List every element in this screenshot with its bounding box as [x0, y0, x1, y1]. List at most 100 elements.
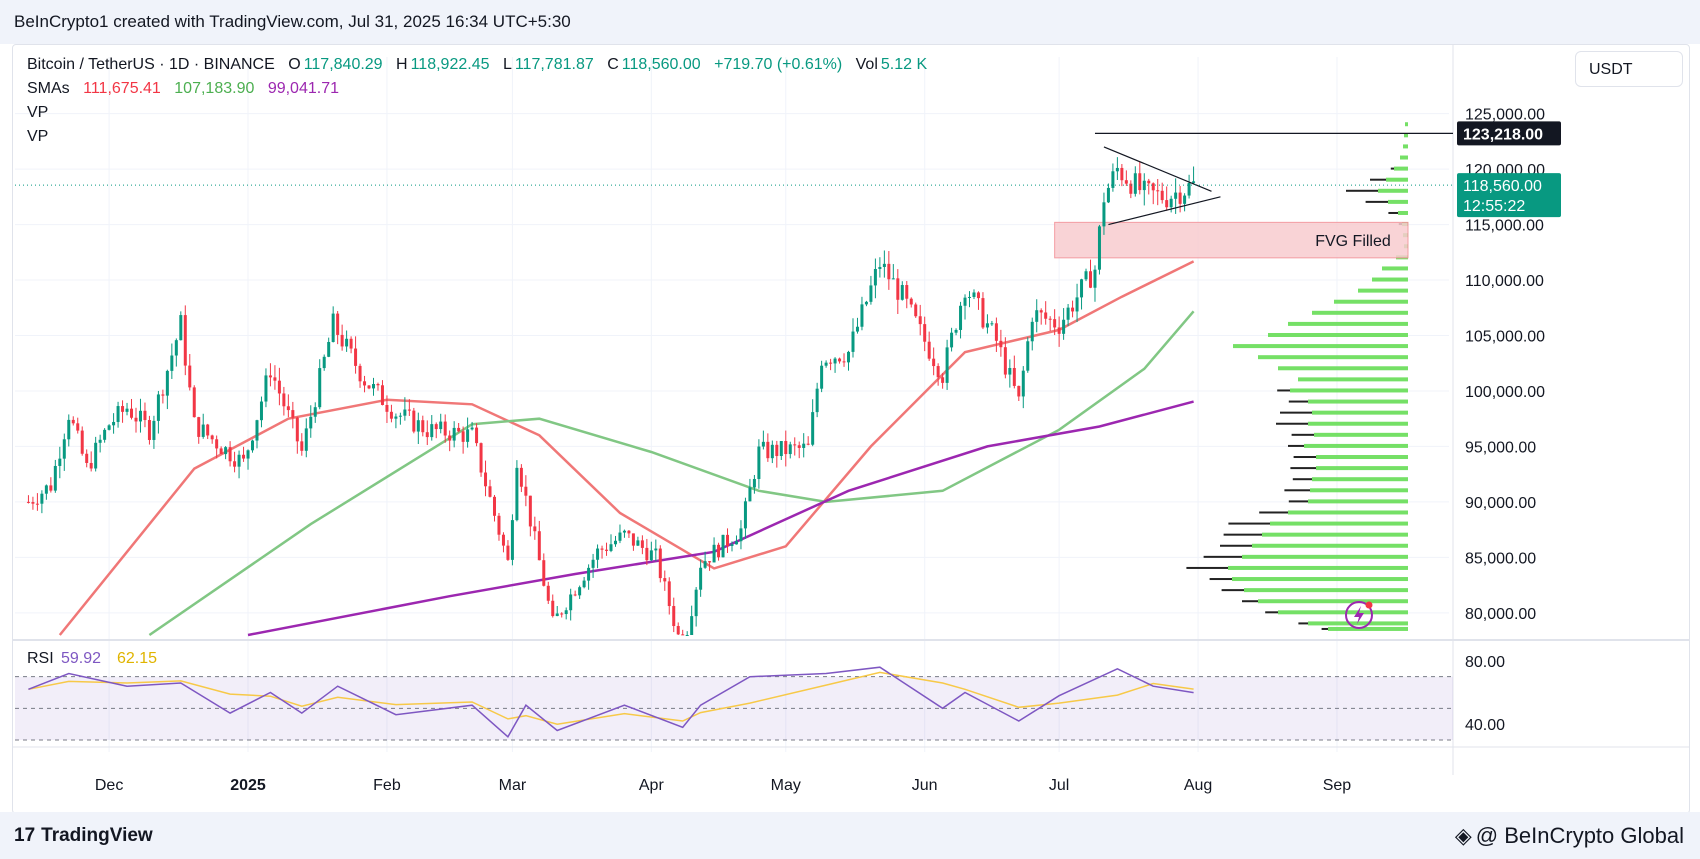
candle-body	[1133, 173, 1137, 194]
candle-body	[950, 332, 954, 348]
candle-body	[1102, 202, 1106, 227]
x-tick-label: May	[771, 777, 801, 794]
candle-body	[31, 502, 35, 504]
volume-profile-bar	[1394, 166, 1408, 171]
volume-profile-sell-bar	[1265, 611, 1278, 614]
candle-body	[1012, 367, 1016, 386]
volume-profile-sell-bar	[1293, 456, 1316, 459]
candle-body	[363, 381, 367, 386]
candle-body	[712, 544, 716, 563]
rsi-band	[15, 676, 1453, 740]
candle-body	[591, 559, 595, 568]
close-label: C	[607, 56, 619, 73]
volume-profile-bar	[1233, 344, 1408, 349]
candle-body	[923, 324, 927, 342]
x-tick-label: 2025	[230, 777, 266, 794]
candle-body	[600, 548, 604, 550]
candle-body	[237, 454, 241, 467]
candle-body	[389, 411, 393, 419]
volume-profile-sell-bar	[1242, 600, 1258, 603]
candle-body	[622, 530, 626, 533]
candle-body	[847, 351, 851, 363]
candle-body	[896, 278, 900, 300]
candle-body	[582, 580, 586, 588]
candle-body	[416, 420, 420, 432]
candle-body	[313, 407, 317, 417]
candle-body	[192, 387, 196, 418]
lightning-icon	[1345, 601, 1373, 629]
candle-body	[40, 493, 44, 504]
candle-body	[407, 409, 411, 411]
candle-body	[613, 540, 617, 545]
candle-body	[112, 421, 116, 426]
volume-profile-sell-bar	[1290, 467, 1316, 470]
candle-body	[564, 610, 568, 615]
candle-body	[282, 393, 286, 407]
candle-body	[959, 305, 963, 330]
high-value: 118,922.45	[410, 56, 490, 73]
y-tick-label: 110,000.00	[1465, 273, 1544, 290]
candle-body	[766, 441, 770, 459]
candle-body	[174, 340, 178, 356]
candle-body	[367, 385, 371, 389]
candle-body	[1115, 167, 1119, 172]
volume-profile-bar	[1288, 321, 1408, 326]
candle-body	[286, 406, 290, 411]
candle-body	[1084, 271, 1088, 280]
candle-body	[730, 544, 734, 546]
y-tick-label: 80,000.00	[1465, 606, 1536, 623]
candle-body	[1080, 279, 1084, 298]
candle-body	[71, 419, 75, 424]
candle-body	[206, 424, 210, 436]
chart-frame: FVG Filled 125,000.00 120,000.00 115,000.00…	[12, 44, 1690, 814]
candle-body	[1057, 327, 1061, 334]
sma-line-3	[247, 400, 1194, 637]
candle-body	[663, 578, 667, 582]
volume-profile-bar	[1382, 266, 1408, 271]
candle-body	[26, 501, 30, 503]
chart-canvas[interactable]: FVG Filled125,000.00120,000.00115,000.00…	[13, 45, 1689, 813]
candle-body	[578, 587, 582, 596]
candle-body	[1151, 183, 1155, 191]
x-tick-label: Sep	[1323, 777, 1352, 794]
volume-profile-sell-bar	[1276, 422, 1308, 425]
volume-profile-sell-bar	[1277, 389, 1290, 392]
candle-body	[273, 377, 277, 381]
volume-profile-bar	[1405, 122, 1408, 127]
candle-body	[143, 410, 147, 421]
candle-body	[1066, 307, 1070, 320]
candle-body	[1071, 307, 1075, 312]
y-tick-label: 125,000.00	[1465, 107, 1545, 124]
candle-body	[170, 355, 174, 371]
candle-body	[488, 486, 492, 497]
candle-body	[815, 388, 819, 413]
candle-body	[636, 540, 640, 546]
candle-body	[833, 358, 837, 364]
volume-profile-bar	[1310, 488, 1408, 493]
candle-body	[820, 365, 824, 389]
candle-body	[528, 495, 532, 527]
candle-body	[1053, 319, 1057, 328]
candle-body	[757, 446, 761, 479]
candle-body	[403, 409, 407, 416]
close-value: 118,560.00	[621, 56, 701, 73]
candle-body	[492, 496, 496, 516]
triangle-upper-line	[1103, 146, 1212, 192]
volume-profile-sell-bar	[1321, 627, 1328, 630]
candle-body	[1183, 195, 1187, 204]
currency-button[interactable]: USDT	[1575, 51, 1683, 87]
candle-body	[80, 430, 84, 454]
candle-body	[376, 384, 380, 386]
x-tick-label: Aug	[1184, 777, 1212, 794]
volume-profile-bar	[1378, 188, 1408, 193]
candle-body	[546, 585, 550, 601]
candle-body	[726, 534, 730, 546]
candle-body	[739, 528, 743, 542]
candle-body	[990, 323, 994, 325]
candle-body	[304, 428, 308, 451]
candle-body	[510, 520, 514, 560]
volume-profile-sell-bar	[1346, 189, 1378, 192]
candle-body	[49, 485, 53, 491]
volume-profile-bar	[1308, 421, 1408, 426]
candle-body	[434, 424, 438, 430]
